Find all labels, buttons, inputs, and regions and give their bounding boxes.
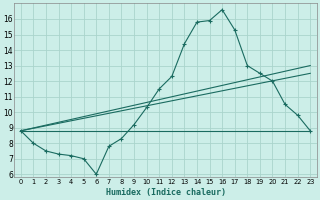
X-axis label: Humidex (Indice chaleur): Humidex (Indice chaleur) — [106, 188, 226, 197]
